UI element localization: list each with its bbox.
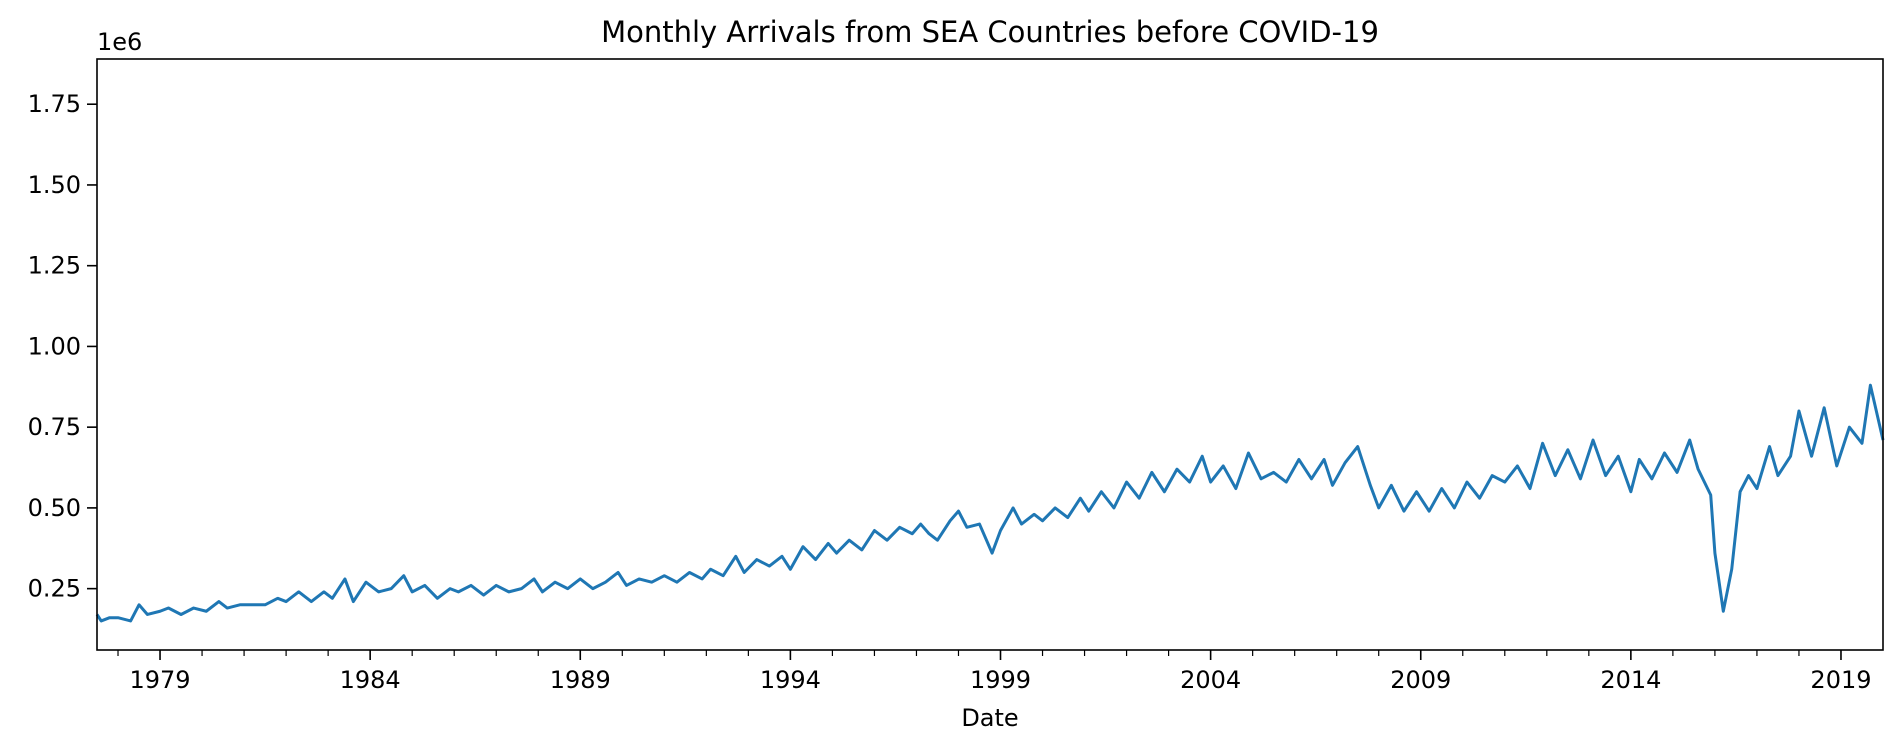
- plot-area: [95, 383, 1885, 623]
- x-tick-label: 1994: [760, 666, 821, 694]
- x-tick-label: 2004: [1180, 666, 1241, 694]
- chart-title: Monthly Arrivals from SEA Countries befo…: [601, 15, 1379, 49]
- y-tick-label: 0.75: [28, 413, 81, 441]
- y-tick-label: 0.25: [28, 575, 81, 603]
- series-line-1: [95, 383, 1885, 623]
- y-tick-label: 1.25: [28, 252, 81, 280]
- x-tick-label: 2014: [1600, 666, 1661, 694]
- x-tick-label: 1989: [550, 666, 611, 694]
- y-tick-label: 0.50: [28, 494, 81, 522]
- x-tick-label: 1979: [129, 666, 190, 694]
- x-tick-label: 2019: [1810, 666, 1871, 694]
- x-tick-label: 2009: [1390, 666, 1451, 694]
- y-offset-label: 1e6: [97, 28, 142, 56]
- x-tick-label: 1999: [970, 666, 1031, 694]
- y-tick-label: 1.50: [28, 171, 81, 199]
- y-tick-label: 1.00: [28, 332, 81, 360]
- x-axis-title: Date: [961, 704, 1018, 732]
- x-axis: 1979 1984 1989 1994 1999 2004 2009 2014 2019: [117, 650, 1872, 694]
- plot-frame: [96, 58, 1884, 651]
- y-tick-label: 1.75: [28, 90, 81, 118]
- y-axis: 0.25 0.50 0.75 1.00 1.25 1.50 1.75: [28, 90, 97, 603]
- x-tick-label: 1984: [340, 666, 401, 694]
